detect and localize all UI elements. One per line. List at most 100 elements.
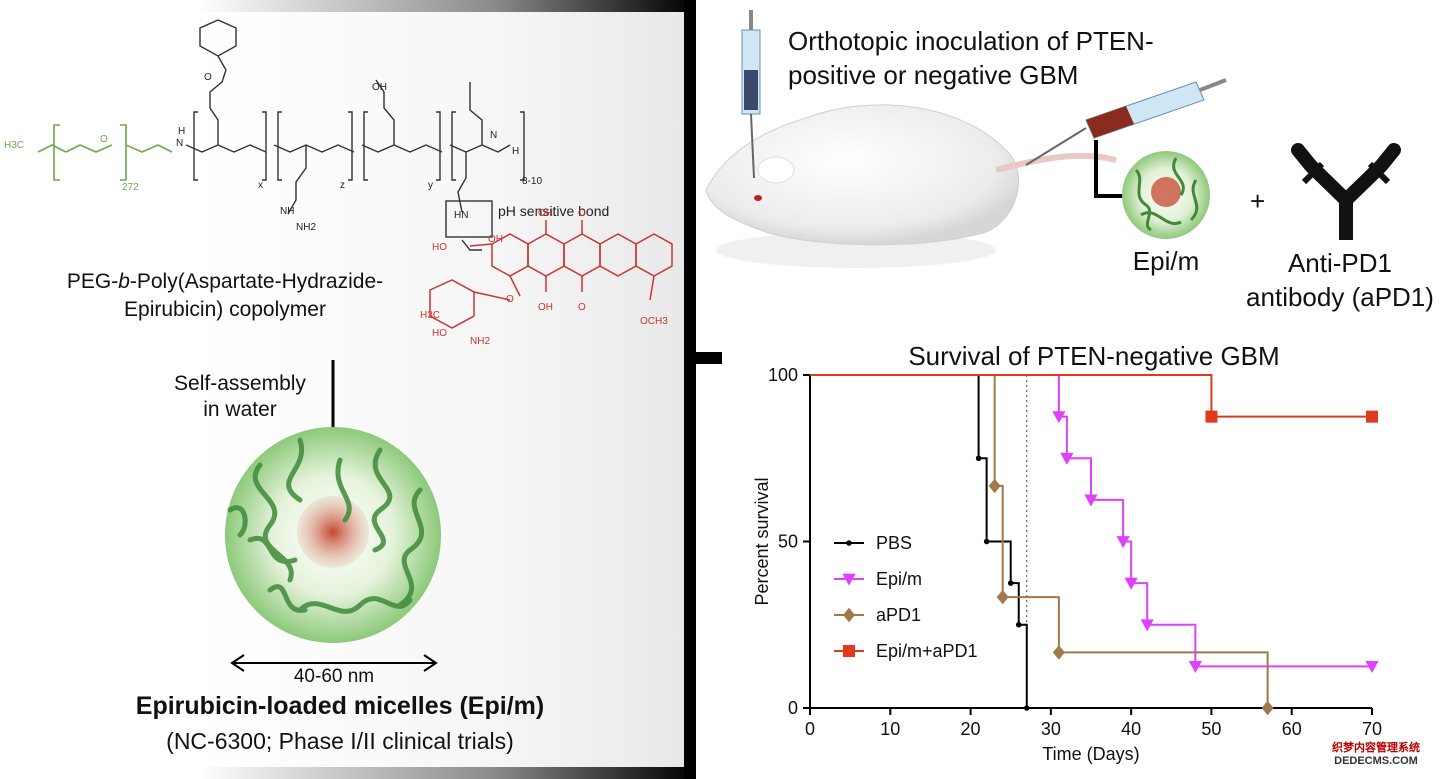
plus-sign: + <box>1250 186 1266 216</box>
left-panel-background <box>198 0 694 775</box>
series-line <box>810 374 1372 668</box>
polymer-label: PEG-b-Poly(Aspartate-Hydrazide- Epirubic… <box>66 270 384 321</box>
legend-label: Epi/m <box>876 569 922 589</box>
data-point <box>1084 494 1098 507</box>
x-tick-label: 60 <box>1282 719 1302 739</box>
svg-text:O: O <box>578 208 586 219</box>
svg-text:8-10: 8-10 <box>522 176 542 187</box>
epim-core <box>1151 177 1181 207</box>
survival-chart: Survival of PTEN-negative GBM Percent su… <box>752 341 1382 764</box>
x-tick-label: 50 <box>1201 719 1221 739</box>
peg-labels: H3C O 272 <box>4 134 139 193</box>
micelle-title: Epirubicin-loaded micelles (Epi/m) <box>135 692 545 720</box>
connector-line <box>1094 140 1124 198</box>
data-point <box>846 540 852 546</box>
chart-ylabel: Percent survival <box>752 477 772 605</box>
y-tick-label: 0 <box>788 698 798 718</box>
left-syringe <box>741 10 761 179</box>
svg-text:O: O <box>578 302 586 313</box>
data-point <box>983 538 990 545</box>
data-point <box>843 607 855 623</box>
backbone <box>185 19 525 251</box>
data-point <box>1052 411 1066 424</box>
svg-text:N: N <box>490 130 497 141</box>
size-arrow-left-head <box>230 654 245 672</box>
legend-item: Epi/m+aPD1 <box>834 641 978 661</box>
micelle-core <box>297 496 369 568</box>
svg-text:272: 272 <box>122 182 139 193</box>
treatment-illustration <box>705 10 1401 268</box>
chart-legend: PBS Epi/m aPD1 Epi/m+aPD1 <box>834 533 978 661</box>
series-epi-m-apd1 <box>810 374 1378 423</box>
ph-bond-label: pH sensitive bond <box>498 203 609 219</box>
x-tick-label: 40 <box>1121 719 1141 739</box>
data-point <box>1007 580 1014 586</box>
svg-text:H3C: H3C <box>4 140 24 151</box>
series-line <box>810 374 1372 418</box>
svg-text:N: N <box>176 138 183 149</box>
svg-text:O: O <box>100 134 108 145</box>
svg-text:OCH3: OCH3 <box>640 316 668 327</box>
chart-series <box>810 374 1379 716</box>
epirubicin-labels: OH O OH O OH HO O OCH3 H3C HO NH2 <box>420 208 668 347</box>
svg-text:H3C: H3C <box>420 310 440 321</box>
svg-text:y: y <box>428 180 433 191</box>
frame-top-border <box>198 0 694 12</box>
micelle-subtitle: (NC-6300; Phase I/II clinical trials) <box>166 728 514 754</box>
x-tick-label: 30 <box>1041 719 1061 739</box>
data-point <box>1205 410 1218 423</box>
svg-text:H: H <box>178 126 185 137</box>
antibody-label: Anti-PD1 antibody (aPD1) <box>1246 248 1434 312</box>
svg-text:H: H <box>512 146 519 157</box>
data-point <box>1366 410 1378 423</box>
data-point <box>996 589 1009 605</box>
legend-item: aPD1 <box>834 605 921 625</box>
data-point <box>1140 619 1154 632</box>
data-point <box>975 455 982 461</box>
epirubicin-structure <box>429 220 673 329</box>
watermark: 织梦内容管理系统 DEDECMS.COM <box>1332 742 1420 767</box>
left-panel <box>0 0 694 779</box>
y-tick-label: 100 <box>768 365 798 385</box>
svg-text:x: x <box>258 180 263 191</box>
right-syringe <box>1025 78 1227 166</box>
chart-xlabel: Time (Days) <box>1042 744 1139 764</box>
series-epi-m <box>810 374 1379 673</box>
data-point <box>1365 660 1379 673</box>
frame-divider <box>684 0 696 779</box>
svg-text:NH2: NH2 <box>470 336 490 347</box>
frame-bottom-border <box>198 767 694 779</box>
x-tick-label: 20 <box>961 719 981 739</box>
data-point <box>1052 645 1065 660</box>
ph-bond-box <box>445 200 493 238</box>
svg-text:NH2: NH2 <box>296 222 316 233</box>
svg-text:OH: OH <box>488 234 503 245</box>
legend-item: Epi/m <box>834 569 922 589</box>
svg-text:OH: OH <box>538 302 553 313</box>
data-point <box>1188 660 1202 673</box>
selfassembly-label: Self-assembly in water <box>174 372 306 421</box>
micelle-chains <box>227 437 425 614</box>
data-point <box>843 645 855 657</box>
data-point <box>1015 622 1022 628</box>
legend-item: PBS <box>834 533 912 553</box>
svg-text:O: O <box>204 72 212 83</box>
peg-block <box>37 124 173 181</box>
epim-chains <box>1134 157 1199 232</box>
size-arrow-right-head <box>423 654 438 672</box>
data-point <box>1124 577 1138 590</box>
x-tick-label: 0 <box>805 719 815 739</box>
data-point <box>1024 705 1030 711</box>
svg-text:O: O <box>506 294 514 305</box>
svg-text:NH: NH <box>280 206 294 217</box>
series-pbs <box>810 374 1030 711</box>
mouse-figure <box>705 104 1117 268</box>
legend-label: Epi/m+aPD1 <box>876 641 978 661</box>
chart-axes: 0 10 20 30 40 50 60 70 0 50 100 <box>768 365 1382 739</box>
data-point <box>988 478 1001 494</box>
chart-title: Survival of PTEN-negative GBM <box>908 341 1279 371</box>
y-tick-label: 50 <box>778 532 798 552</box>
inoculation-label: Orthotopic inoculation of PTEN- positive… <box>788 26 1154 90</box>
